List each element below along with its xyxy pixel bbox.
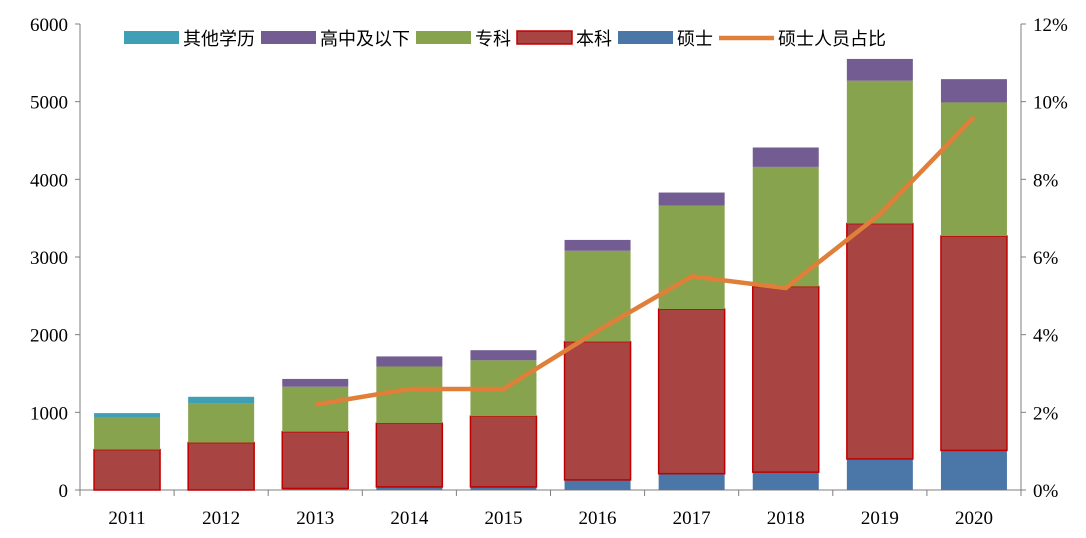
legend-swatch-其他学历 [124,31,179,44]
bar-硕士-2013 [282,488,349,490]
legend-swatch-专科 [416,31,471,44]
bar-高中及以下-2014 [376,356,443,367]
bar-高中及以下-2019 [846,58,913,81]
bar-高中及以下-2020 [940,79,1007,103]
x-tick-label: 2012 [202,508,240,529]
bar-硕士-2019 [846,458,913,490]
y-tick-label: 4000 [30,170,68,191]
legend-swatch-高中及以下 [261,31,316,44]
y-tick-label: 2000 [30,326,68,347]
legend-label-本科: 本科 [576,29,612,50]
bar-专科-2017 [658,205,725,310]
bar-高中及以下-2016 [564,239,631,251]
bar-本科-2013 [281,431,349,490]
bar-专科-2013 [282,386,349,432]
bar-硕士-2018 [752,472,819,490]
x-tick-label: 2020 [955,508,993,529]
bar-其他学历-2012 [188,396,255,404]
bar-本科-2017 [657,308,726,475]
y2-tick-label: 6% [1033,248,1059,269]
x-tick-label: 2019 [861,508,899,529]
bar-高中及以下-2013 [282,378,349,387]
bar-专科-2011 [94,416,161,450]
x-tick-label: 2014 [390,508,429,529]
bar-专科-2012 [188,403,255,443]
bar-本科-2014 [375,422,444,488]
x-tick-label: 2013 [296,508,334,529]
bar-专科-2020 [940,102,1007,237]
y2-tick-label: 10% [1033,93,1068,114]
legend-label-硕士人员占比: 硕士人员占比 [778,29,886,50]
x-tick-label: 2017 [673,508,711,529]
line-series-group [314,115,976,407]
line-硕士人员占比 [314,115,976,407]
y-tick-label: 0 [59,481,69,502]
legend-label-高中及以下: 高中及以下 [320,29,410,50]
x-tick-label: 2015 [484,508,522,529]
bar-硕士-2016 [564,479,631,490]
bar-硕士-2017 [658,473,725,490]
x-tick-label: 2018 [767,508,805,529]
y2-tick-label: 8% [1033,170,1059,191]
legend-label-硕士: 硕士 [677,29,713,50]
y-tick-label: 5000 [30,93,68,114]
bar-本科-2011 [93,448,161,491]
bar-本科-2018 [752,285,820,473]
y2-tick-label: 2% [1033,403,1059,424]
bar-本科-2015 [469,415,538,488]
bar-硕士-2020 [940,450,1007,490]
legend-swatch-本科 [516,30,573,45]
bar-硕士-2015 [470,486,537,490]
bar-高中及以下-2018 [752,147,819,167]
bar-本科-2020 [940,235,1008,452]
bar-专科-2018 [752,166,819,287]
y2-tick-label: 0% [1033,481,1059,502]
y-tick-label: 3000 [30,248,68,269]
bar-其他学历-2011 [94,413,161,417]
legend-swatch-硕士 [618,31,673,44]
x-tick-label: 2011 [108,508,145,529]
bar-series-group [93,58,1008,491]
legend-label-专科: 专科 [475,29,511,50]
bar-本科-2019 [846,222,914,460]
y-tick-label: 1000 [30,403,68,424]
y2-tick-label: 12% [1033,15,1068,36]
y2-tick-label: 4% [1033,326,1059,347]
chart-legend: 其他学历 高中及以下 专科 本科 硕士 硕士人员占比 [124,29,886,50]
y-tick-label: 6000 [30,15,68,36]
bar-专科-2016 [564,250,631,342]
bar-高中及以下-2015 [470,350,537,361]
x-tick-label: 2016 [579,508,617,529]
bar-硕士-2014 [376,486,443,490]
bar-本科-2012 [187,441,255,491]
legend-label-其他学历: 其他学历 [183,29,255,50]
bar-高中及以下-2017 [658,192,725,206]
bar-专科-2019 [846,80,913,224]
bar-本科-2016 [563,340,632,481]
